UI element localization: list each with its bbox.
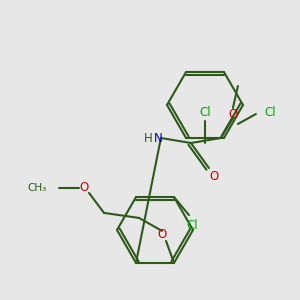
Text: O: O xyxy=(158,228,166,242)
Text: O: O xyxy=(228,107,238,121)
Text: Cl: Cl xyxy=(264,106,275,118)
Text: O: O xyxy=(80,182,88,194)
Text: CH₃: CH₃ xyxy=(28,183,47,193)
Text: N: N xyxy=(154,131,163,145)
Text: H: H xyxy=(144,131,153,145)
Text: Cl: Cl xyxy=(186,219,198,232)
Text: Cl: Cl xyxy=(199,106,211,119)
Text: O: O xyxy=(209,169,218,182)
